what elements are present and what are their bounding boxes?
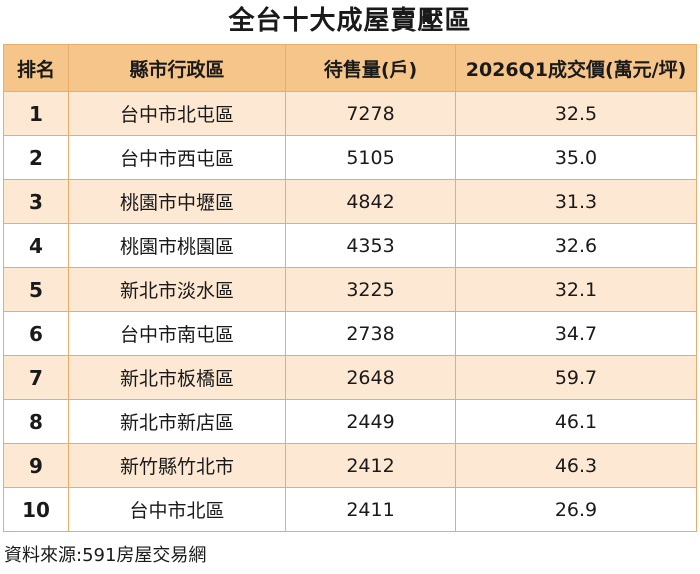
header-supply: 待售量(戶) bbox=[285, 44, 456, 92]
price-cell: 32.5 bbox=[455, 91, 697, 136]
supply-cell: 2738 bbox=[285, 311, 456, 356]
source-note: 資料來源:591房屋交易網 bbox=[4, 545, 207, 566]
rank-cell: 7 bbox=[3, 355, 69, 400]
district-cell: 新北市淡水區 bbox=[68, 267, 286, 312]
price-cell: 35.0 bbox=[455, 135, 697, 180]
price-cell: 32.1 bbox=[455, 267, 697, 312]
rank-cell: 4 bbox=[3, 223, 69, 268]
supply-cell: 4353 bbox=[285, 223, 456, 268]
price-cell: 32.6 bbox=[455, 223, 697, 268]
rank-cell: 8 bbox=[3, 399, 69, 444]
table-row: 2 台中市西屯區 5105 35.0 bbox=[3, 135, 697, 180]
table-row: 6 台中市南屯區 2738 34.7 bbox=[3, 311, 697, 356]
district-cell: 桃園市中壢區 bbox=[68, 179, 286, 224]
district-cell: 新竹縣竹北市 bbox=[68, 443, 286, 488]
rank-cell: 1 bbox=[3, 91, 69, 136]
table-title: 全台十大成屋賣壓區 bbox=[228, 6, 472, 36]
district-cell: 台中市西屯區 bbox=[68, 135, 286, 180]
price-cell: 34.7 bbox=[455, 311, 697, 356]
rank-cell: 5 bbox=[3, 267, 69, 312]
supply-cell: 2411 bbox=[285, 487, 456, 532]
table-row: 3 桃園市中壢區 4842 31.3 bbox=[3, 179, 697, 224]
supply-cell: 5105 bbox=[285, 135, 456, 180]
district-cell: 台中市北屯區 bbox=[68, 91, 286, 136]
price-cell: 46.1 bbox=[455, 399, 697, 444]
table-row: 7 新北市板橋區 2648 59.7 bbox=[3, 355, 697, 400]
district-cell: 桃園市桃園區 bbox=[68, 223, 286, 268]
district-cell: 新北市新店區 bbox=[68, 399, 286, 444]
table-row: 4 桃園市桃園區 4353 32.6 bbox=[3, 223, 697, 268]
price-cell: 46.3 bbox=[455, 443, 697, 488]
rank-cell: 3 bbox=[3, 179, 69, 224]
table-row: 9 新竹縣竹北市 2412 46.3 bbox=[3, 443, 697, 488]
rank-cell: 9 bbox=[3, 443, 69, 488]
rank-cell: 2 bbox=[3, 135, 69, 180]
supply-cell: 2412 bbox=[285, 443, 456, 488]
header-price: 2026Q1成交價(萬元/坪) bbox=[455, 44, 697, 92]
supply-cell: 2449 bbox=[285, 399, 456, 444]
table-row: 5 新北市淡水區 3225 32.1 bbox=[3, 267, 697, 312]
price-cell: 59.7 bbox=[455, 355, 697, 400]
supply-cell: 2648 bbox=[285, 355, 456, 400]
district-cell: 台中市南屯區 bbox=[68, 311, 286, 356]
table-row: 1 台中市北屯區 7278 32.5 bbox=[3, 91, 697, 136]
supply-cell: 7278 bbox=[285, 91, 456, 136]
rank-cell: 10 bbox=[3, 487, 69, 532]
supply-cell: 3225 bbox=[285, 267, 456, 312]
header-district: 縣市行政區 bbox=[68, 44, 286, 92]
price-cell: 31.3 bbox=[455, 179, 697, 224]
rank-cell: 6 bbox=[3, 311, 69, 356]
supply-cell: 4842 bbox=[285, 179, 456, 224]
table-row: 8 新北市新店區 2449 46.1 bbox=[3, 399, 697, 444]
table-row: 10 台中市北區 2411 26.9 bbox=[3, 487, 697, 532]
district-cell: 台中市北區 bbox=[68, 487, 286, 532]
district-cell: 新北市板橋區 bbox=[68, 355, 286, 400]
header-rank: 排名 bbox=[3, 44, 69, 92]
ranking-table: 排名 縣市行政區 待售量(戶) 2026Q1成交價(萬元/坪) 1 台中市北屯區… bbox=[3, 44, 697, 532]
header-row: 排名 縣市行政區 待售量(戶) 2026Q1成交價(萬元/坪) bbox=[3, 44, 697, 92]
price-cell: 26.9 bbox=[455, 487, 697, 532]
